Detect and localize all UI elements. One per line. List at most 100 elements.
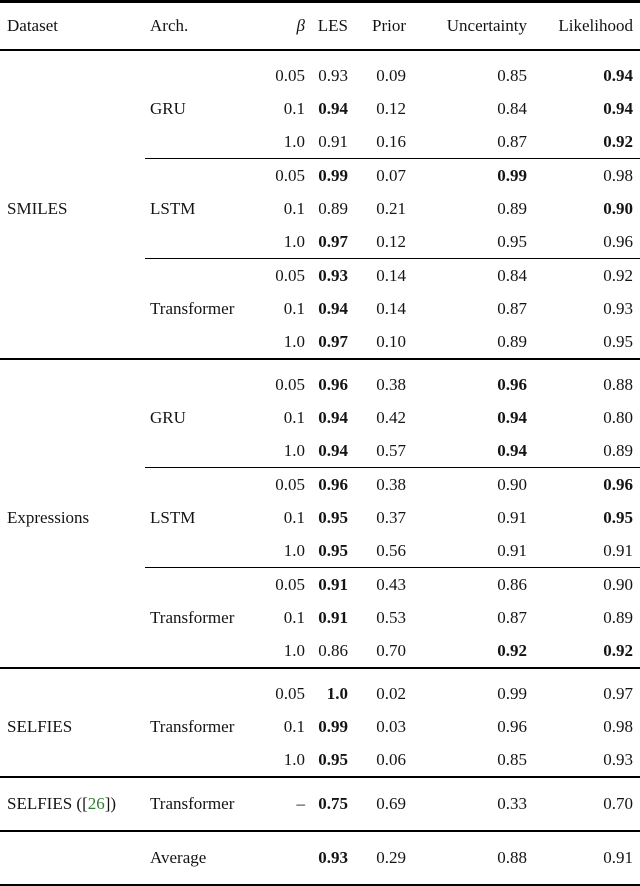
cell-uncertainty: 0.96 — [497, 374, 527, 394]
cell-likelihood: 0.96 — [603, 474, 633, 494]
cell-les: 0.97 — [309, 225, 351, 259]
cell-arch — [145, 434, 267, 468]
cell-les: 0.96 — [318, 374, 348, 394]
cell-les: 0.94 — [318, 298, 348, 318]
cell-uncertainty: 0.89 — [411, 325, 529, 360]
col-header-beta: β — [267, 1, 309, 51]
cell-uncertainty: 0.99 — [497, 683, 527, 703]
cell-dataset — [0, 743, 145, 778]
cell-les: 0.99 — [318, 716, 348, 736]
cell-dataset — [0, 534, 145, 568]
cell-likelihood: 0.93 — [529, 743, 640, 778]
cell-les: 0.86 — [309, 634, 351, 669]
cell-prior: 0.10 — [351, 325, 411, 360]
table-row: 0.05 0.99 0.07 0.99 0.98 — [0, 159, 640, 193]
cell-uncertainty: 0.87 — [497, 607, 527, 627]
cell-dataset: SELFIES ([26]) — [0, 777, 145, 832]
cell-likelihood: 0.93 — [603, 298, 633, 318]
table-row: Expressions LSTM 0.1 0.95 0.37 0.91 0.95 — [0, 501, 640, 534]
cell-uncertainty: 0.33 — [411, 777, 529, 832]
cell-beta: 0.05 — [275, 65, 305, 85]
cell-prior: 0.16 — [351, 125, 411, 159]
cell-dataset: Expressions — [7, 507, 90, 527]
cell-les: 0.99 — [318, 165, 348, 185]
cell-likelihood: 0.98 — [603, 165, 633, 185]
cell-arch — [145, 50, 267, 92]
cell-dataset — [0, 225, 145, 259]
cell-arch: Transformer — [150, 298, 235, 318]
cell-prior: 0.69 — [351, 777, 411, 832]
cell-dataset — [0, 668, 145, 710]
cell-dataset — [0, 401, 145, 434]
cell-arch: GRU — [150, 98, 186, 118]
cell-arch — [145, 259, 267, 293]
cell-dataset — [0, 259, 145, 293]
cell-les: 0.93 — [318, 848, 348, 867]
cell-prior: 0.07 — [376, 165, 406, 185]
cell-les: 0.97 — [309, 325, 351, 360]
cell-dataset — [0, 601, 145, 634]
cell-arch — [145, 534, 267, 568]
col-header-prior: Prior — [351, 1, 411, 51]
cell-arch: Transformer — [145, 777, 267, 832]
cell-dataset — [0, 159, 145, 193]
cell-dataset — [0, 434, 145, 468]
table-row: 0.05 0.93 0.14 0.84 0.92 — [0, 259, 640, 293]
cell-likelihood: 0.70 — [529, 777, 640, 832]
table-row: 0.05 0.96 0.38 0.96 0.88 — [0, 359, 640, 401]
cell-les: 0.91 — [309, 125, 351, 159]
cell-dataset — [0, 568, 145, 602]
cell-uncertainty: 0.91 — [411, 534, 529, 568]
table-row: 1.0 0.86 0.70 0.92 0.92 — [0, 634, 640, 669]
cell-dataset — [0, 292, 145, 325]
cell-uncertainty: 0.99 — [497, 165, 527, 185]
cell-beta: 0.05 — [275, 574, 305, 594]
cell-uncertainty: 0.91 — [497, 507, 527, 527]
cell-arch — [145, 159, 267, 193]
cell-likelihood: 0.90 — [603, 198, 633, 218]
table-row: 0.05 0.91 0.43 0.86 0.90 — [0, 568, 640, 602]
cell-prior: 0.06 — [351, 743, 411, 778]
cell-arch — [145, 125, 267, 159]
header-row: Dataset Arch. β LES Prior Uncertainty Li… — [0, 1, 640, 51]
cell-uncertainty: 0.89 — [497, 198, 527, 218]
cell-beta: 0.05 — [275, 265, 305, 285]
cell-likelihood: 0.94 — [603, 65, 633, 85]
table-row: 1.0 0.91 0.16 0.87 0.92 — [0, 125, 640, 159]
table-row: 1.0 0.97 0.10 0.89 0.95 — [0, 325, 640, 360]
col-header-likelihood: Likelihood — [529, 1, 640, 51]
cell-uncertainty: 0.92 — [411, 634, 529, 669]
cell-prior: 0.03 — [376, 716, 406, 736]
cell-beta: 1.0 — [267, 434, 309, 468]
cell-likelihood: 0.90 — [603, 574, 633, 594]
cell-dataset — [0, 325, 145, 360]
cell-prior: 0.57 — [351, 434, 411, 468]
cell-arch — [145, 668, 267, 710]
cell-beta: 0.05 — [275, 165, 305, 185]
cell-uncertainty: 0.87 — [411, 125, 529, 159]
cell-likelihood: 0.80 — [603, 407, 633, 427]
cell-beta: 1.0 — [267, 634, 309, 669]
cell-prior: 0.37 — [376, 507, 406, 527]
cell-arch — [145, 468, 267, 502]
cell-arch — [145, 634, 267, 669]
cell-les: 0.95 — [318, 507, 348, 527]
cell-likelihood: 0.89 — [529, 434, 640, 468]
citation-link[interactable]: 26 — [87, 794, 105, 813]
table-row: 0.05 0.96 0.38 0.90 0.96 — [0, 468, 640, 502]
cell-prior: 0.53 — [376, 607, 406, 627]
cell-likelihood: 0.94 — [603, 98, 633, 118]
cell-arch — [145, 225, 267, 259]
cell-les: 0.94 — [318, 98, 348, 118]
cell-beta — [267, 831, 309, 886]
col-header-les: LES — [309, 1, 351, 51]
cell-likelihood: 0.89 — [603, 607, 633, 627]
col-header-uncertainty: Uncertainty — [411, 1, 529, 51]
table-row: 1.0 0.95 0.06 0.85 0.93 — [0, 743, 640, 778]
cell-uncertainty: 0.96 — [497, 716, 527, 736]
cell-likelihood: 0.96 — [529, 225, 640, 259]
cell-likelihood: 0.92 — [529, 125, 640, 159]
cell-uncertainty: 0.88 — [497, 848, 527, 867]
cell-les: 0.94 — [309, 434, 351, 468]
cell-prior: 0.38 — [376, 474, 406, 494]
